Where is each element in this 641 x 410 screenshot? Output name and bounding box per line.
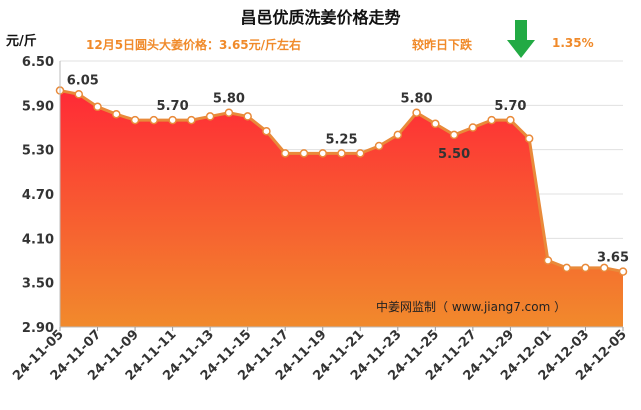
data-point (93, 102, 102, 112)
data-label: 5.70 (494, 99, 526, 114)
chart-title: 昌邑优质洗姜价格走势 (240, 8, 401, 27)
data-point (374, 141, 384, 151)
y-tick-label: 2.90 (22, 321, 54, 336)
data-point (524, 134, 534, 143)
data-point (318, 149, 327, 158)
data-point (618, 267, 628, 276)
data-point (130, 115, 140, 125)
data-point (581, 263, 590, 273)
y-tick-label: 5.30 (22, 144, 54, 159)
data-point (393, 130, 403, 140)
data-point (205, 112, 215, 121)
y-tick-label: 4.10 (22, 232, 54, 247)
data-label: 5.50 (438, 147, 470, 162)
change-label: 较昨日下跌 (412, 38, 473, 52)
data-point (543, 256, 553, 265)
data-point (224, 108, 234, 117)
data-label: 3.65 (597, 251, 629, 266)
y-tick-label: 4.70 (22, 188, 54, 203)
data-point (299, 149, 309, 158)
data-point (468, 123, 478, 132)
data-point (487, 115, 496, 125)
data-label: 5.80 (213, 92, 245, 107)
y-tick-label: 6.50 (22, 55, 54, 70)
data-point (280, 149, 290, 158)
data-point (431, 119, 440, 129)
data-point (599, 263, 609, 273)
down-arrow-icon (507, 20, 535, 58)
data-label: 5.80 (401, 92, 433, 107)
data-point (562, 263, 571, 273)
data-label: 5.70 (157, 99, 189, 114)
change-percent: 1.35% (552, 36, 594, 50)
data-point (506, 115, 515, 125)
x-axis: 24-11-0524-11-0724-11-0924-11-1124-11-13… (10, 326, 630, 384)
y-axis: 2.90 3.50 4.10 4.70 5.30 5.90 6.50 (22, 55, 61, 336)
data-point (112, 109, 121, 119)
y-axis-unit: 元/斤 (6, 34, 37, 49)
data-point (243, 112, 252, 121)
data-point (412, 108, 421, 117)
data-point (337, 149, 346, 158)
data-labels: 6.05 5.70 5.80 5.25 5.80 5.50 5.70 3.65 (67, 73, 629, 265)
data-point (74, 90, 84, 99)
data-label: 5.25 (325, 132, 357, 147)
y-tick-label: 3.50 (22, 277, 54, 292)
data-point (262, 126, 271, 136)
y-tick-label: 5.90 (22, 99, 54, 114)
data-point (449, 130, 459, 140)
price-note: 12月5日圆头大姜价格：3.65元/斤左右 (86, 38, 302, 52)
data-point (149, 115, 159, 125)
data-point (187, 115, 196, 125)
data-label: 6.05 (67, 73, 99, 88)
watermark: 中姜网监制（ www.jiang7.com ） (376, 300, 567, 314)
area-path (60, 90, 623, 327)
data-point (168, 115, 177, 125)
data-point (356, 149, 365, 158)
area-fill (60, 90, 623, 327)
